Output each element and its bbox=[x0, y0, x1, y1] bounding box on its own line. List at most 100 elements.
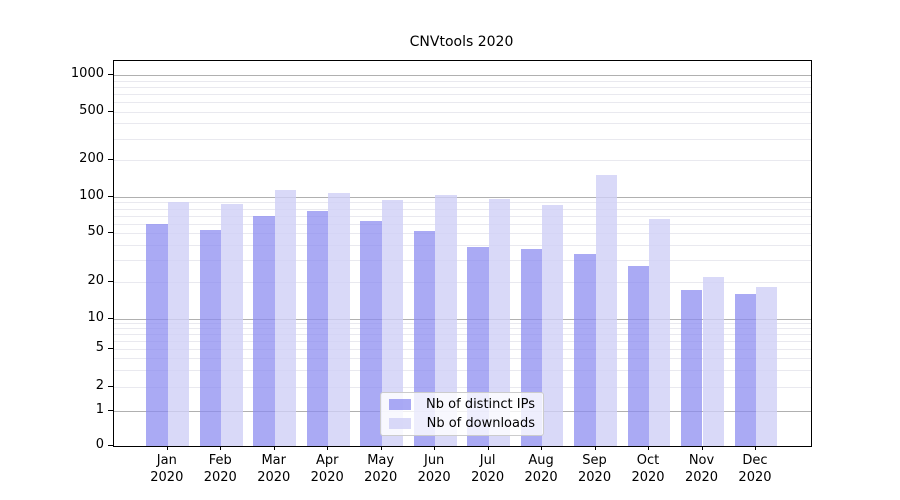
gridline-minor bbox=[114, 202, 811, 204]
x-tick-year: 2020 bbox=[524, 470, 558, 485]
gridline-minor bbox=[114, 80, 811, 82]
bar-distinct-ips-mar bbox=[253, 216, 275, 446]
bar-distinct-ips-nov bbox=[681, 290, 703, 446]
x-tick-month: Oct bbox=[636, 453, 660, 468]
x-tick-mark bbox=[166, 446, 168, 450]
x-tick-mark bbox=[541, 446, 543, 450]
x-tick-year: 2020 bbox=[578, 470, 612, 485]
bar-distinct-ips-dec bbox=[734, 293, 756, 446]
x-tick-mark bbox=[434, 446, 436, 450]
y-tick-mark bbox=[108, 232, 113, 234]
y-tick-label: 5 bbox=[95, 340, 104, 356]
gridline-minor bbox=[114, 223, 811, 225]
gridline-minor bbox=[114, 111, 811, 113]
x-tick-mark bbox=[648, 446, 650, 450]
y-tick-label: 2 bbox=[95, 377, 104, 393]
x-tick-year: 2020 bbox=[150, 470, 184, 485]
x-tick-year: 2020 bbox=[203, 470, 237, 485]
bar-downloads-nov bbox=[702, 276, 724, 446]
x-tick-mark bbox=[754, 446, 756, 450]
x-tick-label-nov: Nov 2020 bbox=[670, 452, 734, 486]
plot-area bbox=[113, 60, 812, 447]
gridline-minor bbox=[114, 102, 811, 104]
gridline-minor bbox=[114, 358, 811, 360]
y-tick-mark bbox=[108, 317, 113, 319]
x-tick-year: 2020 bbox=[364, 470, 398, 485]
gridline-minor bbox=[114, 281, 811, 283]
chart-title: CNVtools 2020 bbox=[409, 34, 514, 50]
legend-item-downloads: Nb of downloads bbox=[387, 416, 537, 432]
legend: Nb of distinct IPs Nb of downloads bbox=[380, 392, 544, 436]
gridline-minor bbox=[114, 370, 811, 372]
y-tick-label: 1 bbox=[95, 401, 104, 417]
bar-downloads-jul bbox=[488, 198, 510, 446]
x-tick-month: Nov bbox=[688, 453, 715, 468]
x-tick-label-jan: Jan 2020 bbox=[135, 452, 199, 486]
x-tick-mark bbox=[273, 446, 275, 450]
bar-distinct-ips-oct bbox=[627, 266, 650, 446]
bar-distinct-ips-apr bbox=[306, 210, 329, 446]
y-tick-label: 50 bbox=[87, 224, 104, 240]
x-tick-mark bbox=[594, 446, 596, 450]
x-tick-mark bbox=[220, 446, 222, 450]
y-tick-label: 0 bbox=[95, 436, 104, 452]
legend-swatch-distinct-ips-icon bbox=[389, 399, 411, 410]
y-tick-mark bbox=[108, 280, 113, 282]
x-tick-label-jun: Jun 2020 bbox=[402, 452, 466, 486]
gridline-minor bbox=[114, 93, 811, 95]
y-tick-mark bbox=[108, 110, 113, 112]
x-tick-label-mar: Mar 2020 bbox=[242, 452, 306, 486]
y-tick-mark bbox=[108, 385, 113, 387]
gridline-minor bbox=[114, 334, 811, 336]
x-tick-month: Feb bbox=[208, 453, 232, 468]
x-tick-year: 2020 bbox=[684, 470, 719, 485]
bar-downloads-apr bbox=[328, 193, 350, 446]
gridline-minor bbox=[114, 215, 811, 217]
x-tick-month: May bbox=[367, 453, 395, 468]
gridline-minor bbox=[114, 323, 811, 325]
x-tick-year: 2020 bbox=[738, 470, 772, 485]
x-tick-year: 2020 bbox=[471, 470, 505, 485]
y-tick-label: 500 bbox=[79, 102, 104, 118]
x-tick-month: Sep bbox=[582, 453, 607, 468]
gridline-minor bbox=[114, 349, 811, 351]
x-tick-month: Jan bbox=[156, 453, 177, 468]
legend-swatch-downloads-icon bbox=[389, 418, 411, 429]
gridline-minor bbox=[114, 123, 811, 125]
bar-distinct-ips-may bbox=[360, 221, 382, 446]
x-tick-label-oct: Oct 2020 bbox=[616, 452, 680, 486]
gridline-minor bbox=[114, 208, 811, 210]
bar-downloads-oct bbox=[649, 218, 671, 446]
y-tick-mark bbox=[108, 195, 113, 197]
legend-label-downloads: Nb of downloads bbox=[426, 415, 535, 431]
x-tick-label-dec: Dec 2020 bbox=[723, 452, 787, 486]
gridline-minor bbox=[114, 341, 811, 343]
gridline-minor bbox=[114, 233, 811, 235]
y-tick-label: 10 bbox=[87, 309, 104, 325]
legend-item-distinct-ips: Nb of distinct IPs bbox=[387, 397, 537, 413]
x-tick-mark bbox=[701, 446, 703, 450]
bar-downloads-jan bbox=[167, 202, 190, 446]
bar-downloads-mar bbox=[274, 190, 297, 446]
x-tick-year: 2020 bbox=[631, 470, 665, 485]
x-tick-month: Dec bbox=[742, 453, 768, 468]
x-tick-label-aug: Aug 2020 bbox=[509, 452, 573, 486]
y-tick-label: 100 bbox=[79, 187, 104, 203]
gridline-major bbox=[114, 318, 811, 320]
y-tick-mark bbox=[108, 74, 113, 75]
y-tick-label: 20 bbox=[87, 272, 104, 288]
x-tick-month: Jun bbox=[423, 453, 445, 468]
y-tick-label: 1000 bbox=[70, 66, 104, 81]
gridline-minor bbox=[114, 328, 811, 330]
gridline-minor bbox=[114, 138, 811, 140]
bar-downloads-aug bbox=[542, 204, 564, 446]
x-tick-month: Apr bbox=[315, 453, 339, 468]
x-tick-month: Mar bbox=[261, 453, 286, 468]
y-tick-mark bbox=[108, 159, 113, 161]
bar-downloads-sep bbox=[595, 175, 617, 446]
x-tick-label-jul: Jul 2020 bbox=[456, 452, 520, 486]
x-tick-year: 2020 bbox=[417, 470, 451, 485]
gridline-minor bbox=[114, 86, 811, 88]
x-tick-label-feb: Feb 2020 bbox=[188, 452, 252, 486]
